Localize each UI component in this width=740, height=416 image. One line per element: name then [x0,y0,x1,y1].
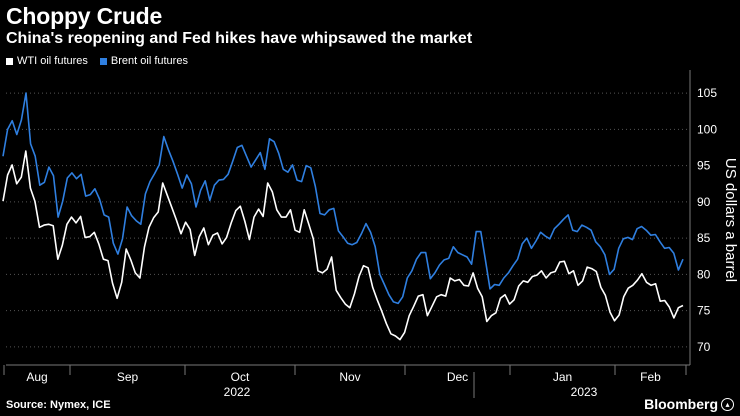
legend-label-brent: Brent oil futures [110,55,188,67]
brand-logo: Bloomberg ▴ [644,396,734,412]
x-tick-label-nov: Nov [339,370,360,384]
legend-swatch-wti [6,57,13,65]
y-tick-label-75: 75 [697,304,711,318]
chart-icon: ▴ [721,397,734,411]
y-tick-label-80: 80 [697,267,711,281]
y-tick-label-70: 70 [697,340,711,354]
chart-title: Choppy Crude [6,3,163,29]
source-note: Source: Nymex, ICE [6,399,111,411]
y-tick-label-105: 105 [697,86,717,100]
legend-label-wti: WTI oil futures [17,55,88,67]
y-tick-label-90: 90 [697,195,711,209]
series-line-brent [2,92,684,305]
y-tick-label-85: 85 [697,231,711,245]
legend-swatch-brent [99,57,107,65]
year-label-2023: 2023 [571,385,598,399]
x-tick-label-jan: Jan [553,370,572,384]
x-tick-label-oct: Oct [231,370,250,384]
legend-item-brent: Brent oil futures [99,55,188,67]
brand-name: Bloomberg [644,396,718,412]
chart-legend: WTI oil futures Brent oil futures [6,55,188,67]
legend-item-wti: WTI oil futures [6,55,88,67]
y-tick-label-100: 100 [697,122,717,136]
y-tick-label-95: 95 [697,159,711,173]
y-axis-label: US dollars a barrel [722,158,739,282]
x-tick-label-dec: Dec [447,370,468,384]
x-tick-label-feb: Feb [640,370,661,384]
x-tick-label-aug: Aug [26,370,47,384]
chart-subtitle: China's reopening and Fed hikes have whi… [6,30,473,47]
series-line-wti [2,150,684,341]
x-tick-label-sep: Sep [117,370,139,384]
year-label-2022: 2022 [224,385,251,399]
